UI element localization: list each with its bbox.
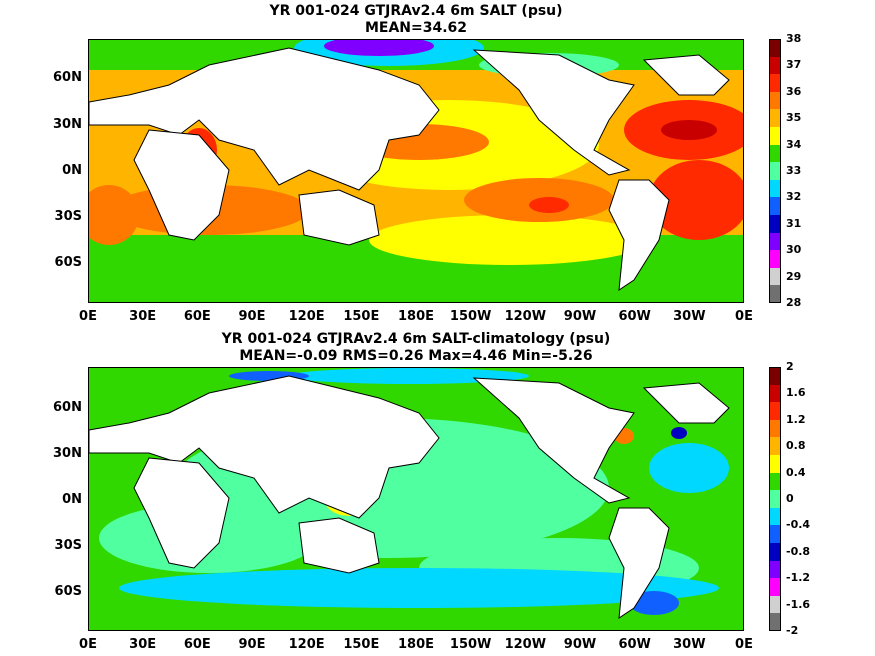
lon-tick-label: 30E bbox=[129, 637, 157, 652]
salinity-anomaly-map bbox=[88, 367, 744, 631]
colorbar-tick-label: 0 bbox=[786, 492, 794, 505]
colorbar-segment bbox=[769, 126, 781, 145]
bottom-lat-label-60n: 60N bbox=[53, 400, 82, 415]
top-lat-label-60s: 60S bbox=[54, 255, 82, 270]
colorbar-segment bbox=[769, 74, 781, 92]
colorbar-segment bbox=[769, 525, 781, 543]
lon-tick-label: 120E bbox=[288, 637, 325, 652]
top-lat-label-0n: 0N bbox=[62, 163, 82, 178]
lon-tick-label: 120E bbox=[288, 309, 325, 324]
lon-tick-label: 0E bbox=[735, 309, 753, 324]
colorbar-tick-label: 28 bbox=[786, 296, 802, 309]
lon-tick-label: 60W bbox=[618, 309, 651, 324]
bottom-lat-label-30n: 30N bbox=[53, 446, 82, 461]
colorbar-segment bbox=[769, 162, 781, 180]
colorbar-segment bbox=[769, 560, 781, 579]
top-colorbar bbox=[769, 39, 781, 303]
lon-tick-label: 0E bbox=[735, 637, 753, 652]
lon-tick-label: 60E bbox=[183, 637, 211, 652]
colorbar-tick-label: -1.6 bbox=[786, 597, 811, 611]
top-lat-label-60n: 60N bbox=[53, 70, 82, 85]
colorbar-tick-label: 0.8 bbox=[786, 439, 806, 453]
colorbar-segment bbox=[769, 367, 781, 385]
colorbar-tick-label: 0.4 bbox=[786, 465, 806, 479]
colorbar-segment bbox=[769, 267, 781, 286]
lon-tick-label: 30W bbox=[673, 637, 706, 652]
lon-tick-label: 90W bbox=[563, 309, 597, 324]
colorbar-tick-label: 36 bbox=[786, 84, 802, 98]
colorbar-segment bbox=[769, 197, 781, 215]
colorbar-segment bbox=[769, 214, 781, 233]
lon-tick-label: 0E bbox=[79, 637, 97, 652]
salinity-anomaly-panel: YR 001-024 GTJRAv2.4 6m SALT-climatology… bbox=[0, 330, 875, 656]
colorbar-segment bbox=[769, 384, 781, 403]
lon-tick-label: 150W bbox=[449, 637, 492, 652]
colorbar-tick-label: -2 bbox=[786, 624, 799, 637]
colorbar-segment bbox=[769, 542, 781, 561]
colorbar-segment bbox=[769, 285, 781, 303]
salinity-panel: YR 001-024 GTJRAv2.4 6m SALT (psu) MEAN=… bbox=[53, 3, 802, 309]
colorbar-segment bbox=[769, 250, 781, 268]
colorbar-tick-label: 35 bbox=[786, 111, 802, 125]
bottom-title-line1: YR 001-024 GTJRAv2.4 6m SALT-climatology… bbox=[221, 331, 611, 347]
lon-tick-label: 60E bbox=[183, 309, 211, 324]
lon-tick-label: 30E bbox=[129, 309, 157, 324]
colorbar-segment bbox=[769, 109, 781, 127]
lon-tick-label: 90E bbox=[238, 637, 266, 652]
lon-tick-label: 150W bbox=[449, 309, 492, 324]
colorbar-segment bbox=[769, 144, 781, 163]
colorbar-segment bbox=[769, 232, 781, 251]
lon-tick-label: 150E bbox=[343, 637, 380, 652]
colorbar-segment bbox=[769, 179, 781, 198]
lon-tick-label: 90W bbox=[563, 637, 597, 652]
bottom-lat-label-30s: 30S bbox=[54, 538, 82, 553]
lon-tick-label: 120W bbox=[504, 309, 547, 324]
colorbar-segment bbox=[769, 91, 781, 110]
colorbar-tick-label: 38 bbox=[786, 32, 802, 45]
colorbar-segment bbox=[769, 39, 781, 57]
bottom-title-line2: MEAN=-0.09 RMS=0.26 Max=4.46 Min=-5.26 bbox=[239, 348, 593, 364]
colorbar-tick-label: 29 bbox=[786, 269, 802, 283]
bottom-lat-label-0n: 0N bbox=[62, 492, 82, 507]
colorbar-tick-label: 33 bbox=[786, 164, 802, 177]
colorbar-segment bbox=[769, 402, 781, 420]
lon-tick-label: 90E bbox=[238, 309, 266, 324]
colorbar-tick-label: -1.2 bbox=[786, 571, 811, 585]
colorbar-tick-label: 37 bbox=[786, 58, 802, 72]
colorbar-segment bbox=[769, 419, 781, 438]
lon-tick-label: 180E bbox=[397, 637, 435, 652]
bottom-colorbar bbox=[769, 367, 781, 631]
colorbar-segment bbox=[769, 595, 781, 614]
top-title-line2: MEAN=34.62 bbox=[364, 20, 468, 36]
colorbar-segment bbox=[769, 472, 781, 491]
colorbar-segment bbox=[769, 56, 781, 75]
lon-tick-label: 60W bbox=[618, 637, 651, 652]
colorbar-segment bbox=[769, 437, 781, 455]
lon-tick-label: 180E bbox=[397, 309, 435, 324]
salinity-map bbox=[88, 39, 744, 303]
colorbar-tick-label: 31 bbox=[786, 216, 802, 230]
colorbar-segment bbox=[769, 613, 781, 631]
colorbar-tick-label: -0.8 bbox=[786, 544, 811, 558]
colorbar-tick-label: 2 bbox=[786, 360, 794, 373]
colorbar-segment bbox=[769, 490, 781, 508]
lon-tick-label: 30W bbox=[673, 309, 706, 324]
top-title-line1: YR 001-024 GTJRAv2.4 6m SALT (psu) bbox=[269, 3, 563, 19]
colorbar-tick-label: -0.4 bbox=[786, 518, 811, 532]
lon-tick-label: 0E bbox=[79, 309, 97, 324]
colorbar-tick-label: 30 bbox=[786, 243, 802, 257]
colorbar-tick-label: 1.6 bbox=[786, 386, 806, 400]
top-lat-label-30s: 30S bbox=[54, 209, 82, 224]
lon-tick-label: 150E bbox=[343, 309, 380, 324]
lon-tick-label: 120W bbox=[504, 637, 547, 652]
top-lat-label-30n: 30N bbox=[53, 117, 82, 132]
colorbar-segment bbox=[769, 454, 781, 473]
colorbar-segment bbox=[769, 507, 781, 526]
colorbar-tick-label: 32 bbox=[786, 190, 802, 204]
colorbar-segment bbox=[769, 578, 781, 596]
bottom-lat-label-60s: 60S bbox=[54, 584, 82, 599]
colorbar-tick-label: 1.2 bbox=[786, 412, 806, 426]
colorbar-tick-label: 34 bbox=[786, 137, 802, 151]
